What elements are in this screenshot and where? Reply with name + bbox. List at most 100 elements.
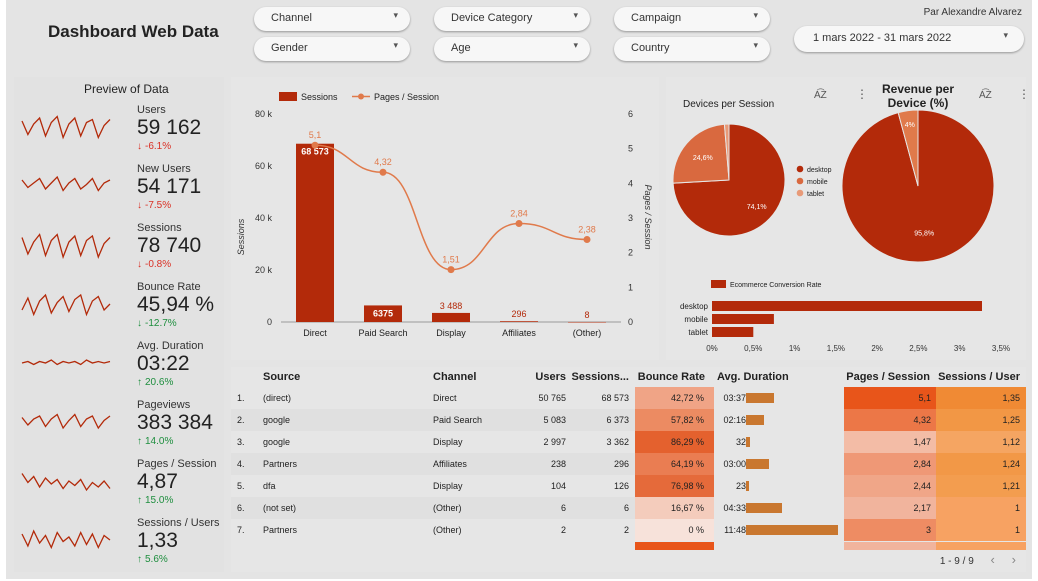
bar-sessions[interactable] (296, 143, 334, 322)
spu-cell (936, 519, 1026, 541)
sort-az-icon[interactable]: A͡Z (814, 87, 827, 101)
row-bg (231, 409, 431, 431)
bar-sessions[interactable] (568, 321, 606, 323)
x-tick-label: 0% (706, 344, 718, 353)
more-options-icon[interactable]: ⋮ (856, 87, 868, 101)
line-data-label: 2,38 (578, 224, 596, 234)
filter-label: Gender (271, 42, 308, 54)
row-bg (431, 453, 635, 475)
x-tick-label: 1% (789, 344, 801, 353)
y2-tick-label: 3 (628, 213, 633, 223)
users-cell: 50 765 (538, 393, 566, 403)
table-row-partial (231, 542, 1026, 550)
bounce-cell (635, 475, 714, 497)
column-header-users[interactable]: Users (535, 371, 566, 383)
row-number: 1. (237, 393, 245, 403)
filter-campaign[interactable]: Campaign ▾ (614, 7, 770, 31)
legend-label-pages-session: Pages / Session (374, 92, 439, 102)
category-label: mobile (684, 315, 708, 324)
row-number: 5. (237, 481, 245, 491)
bar-sessions[interactable] (500, 321, 538, 322)
column-header-source[interactable]: Source (263, 371, 301, 383)
next-page-icon[interactable]: › (1011, 552, 1016, 567)
category-label: desktop (680, 302, 709, 311)
pie-slice-tablet[interactable] (723, 123, 730, 181)
bar-mobile[interactable] (712, 314, 774, 324)
table-row[interactable]: 3. google Display 2 997 3 362 86,29 % 32 1,47 1,… (231, 431, 1026, 453)
column-header-bounce-rate[interactable]: Bounce Rate (637, 371, 705, 383)
y2-tick-label: 4 (628, 178, 633, 188)
devices-pie[interactable]: 74,1% 24,6% (672, 123, 786, 237)
avg-duration-cell: 03:00 (723, 459, 746, 469)
table-row[interactable]: 2. google Paid Search 5 083 6 373 57,82 % 02:1… (231, 409, 1026, 431)
sessions-cell: 3 362 (606, 437, 629, 447)
pie-slice-label: 4% (905, 122, 915, 129)
filter-age[interactable]: Age ▾ (434, 37, 590, 61)
sessions-by-channel-chart[interactable]: Sessions Pages / Session Sessions Pages … (231, 77, 659, 360)
bar-sessions[interactable] (364, 305, 402, 322)
row-bg (231, 453, 431, 475)
table-row[interactable]: 6. (not set) (Other) 6 6 16,67 % 04:33 2,17 1 (231, 497, 1026, 519)
sparkline (21, 473, 111, 492)
line-point[interactable] (379, 168, 387, 176)
kpi-label: Avg. Duration (137, 340, 204, 352)
line-point[interactable] (515, 220, 523, 228)
duration-bar (746, 437, 751, 447)
more-options-icon[interactable]: ⋮ (1018, 87, 1030, 101)
y-axis-label: Sessions (236, 218, 246, 255)
table-row[interactable]: 5. dfa Display 104 126 76,98 % 23 2,44 1,21 (231, 475, 1026, 497)
users-cell: 6 (560, 503, 566, 513)
pie-slice-label: 95,8% (914, 231, 934, 238)
table-row[interactable]: 4. Partners Affiliates 238 296 64,19 % 03:00 2,… (231, 453, 1026, 475)
arrow-up-icon: ↑ (137, 495, 142, 506)
devices-pie-title: Devices per Session (683, 99, 774, 110)
row-bg (431, 431, 635, 453)
filter-channel[interactable]: Channel ▾ (254, 7, 410, 31)
line-point[interactable] (311, 141, 319, 149)
kpi-delta: ↑ 14.0% (137, 436, 173, 447)
column-header-pages-session[interactable]: Pages / Session (846, 371, 930, 383)
source-cell: Partners (263, 525, 298, 535)
revenue-pie[interactable]: 95,8% 4% (841, 109, 995, 263)
sort-az-icon[interactable]: A͡Z (979, 87, 992, 101)
device-charts-panel: Devices per Session A͡Z ⋮ Revenue per De… (666, 77, 1030, 360)
filter-gender[interactable]: Gender ▾ (254, 37, 410, 61)
column-header-avg-duration[interactable]: Avg. Duration (717, 371, 789, 383)
bar-data-label: 6375 (373, 308, 393, 318)
bar-sessions[interactable] (432, 312, 470, 322)
legend-marker (796, 165, 804, 173)
devices-pie-legend: desktop mobile tablet (796, 165, 832, 198)
conversion-rate-chart[interactable]: Ecommerce Conversion Rate desktop mobile ta… (680, 280, 1010, 353)
column-header-channel[interactable]: Channel (433, 371, 477, 383)
line-data-label: 5,1 (309, 130, 322, 140)
line-point[interactable] (583, 235, 591, 243)
legend-label: Ecommerce Conversion Rate (730, 282, 822, 289)
kpi-delta-value: 14.0% (145, 436, 174, 447)
column-header-sessions[interactable]: Sessions... (571, 371, 629, 383)
prev-page-icon[interactable]: ‹ (990, 552, 995, 567)
bar-tablet[interactable] (712, 327, 754, 337)
row-bg (431, 409, 635, 431)
column-header-sessions-user[interactable]: Sessions / User (938, 371, 1020, 383)
filter-device-category[interactable]: Device Category ▾ (434, 7, 590, 31)
source-cell: Partners (263, 459, 298, 469)
bar-desktop[interactable] (712, 301, 982, 311)
x-tick-label: 3% (954, 344, 966, 353)
chevron-down-icon: ▾ (753, 40, 758, 50)
legend-label-sessions: Sessions (301, 92, 338, 102)
pie-slice-mobile[interactable] (897, 109, 919, 187)
x-tick-label: Paid Search (358, 328, 407, 338)
source-cell: google (263, 437, 291, 447)
sessions-cell: 6 (623, 503, 629, 513)
date-range-picker[interactable]: 1 mars 2022 - 31 mars 2022 ▾ (794, 26, 1024, 52)
kpi-delta-value: -7.5% (145, 200, 172, 211)
filter-country[interactable]: Country ▾ (614, 37, 770, 61)
category-label: tablet (688, 328, 708, 337)
avg-duration-cell: 32 (735, 437, 746, 447)
filter-label: Campaign (631, 12, 682, 24)
pie-slice-mobile[interactable] (672, 123, 730, 184)
legend-label: tablet (807, 191, 824, 198)
table-row[interactable]: 1. (direct) Direct 50 765 68 573 42,72 % 03:37… (231, 387, 1026, 409)
line-point[interactable] (447, 266, 455, 274)
table-row[interactable]: 7. Partners (Other) 2 2 0 % 11:48 3 1 (231, 519, 1026, 541)
